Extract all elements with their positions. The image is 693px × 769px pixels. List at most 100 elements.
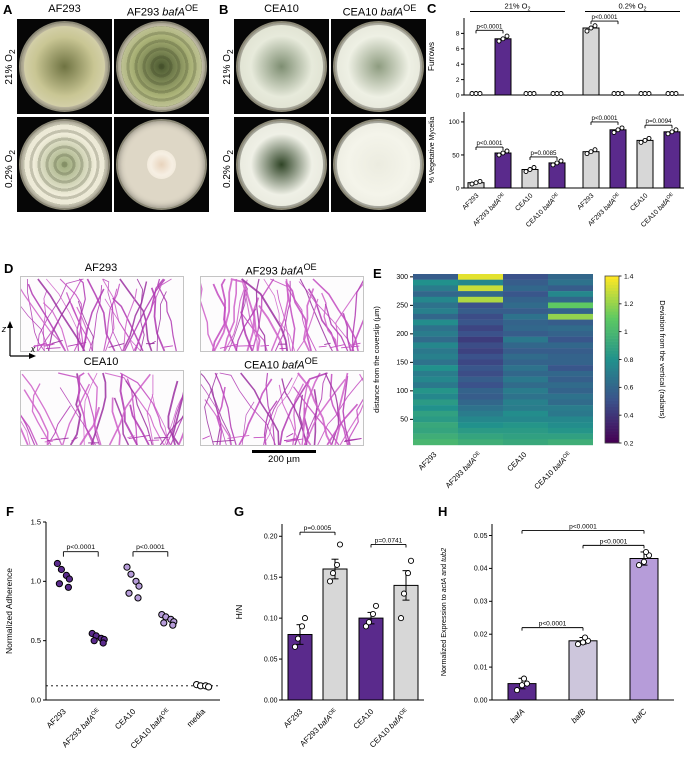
- colorbar-gradient: [605, 440, 619, 444]
- heatmap-cell: [548, 376, 593, 383]
- zx-axes: zx: [1, 321, 36, 359]
- colorbar-gradient: [605, 368, 619, 372]
- data-point: [372, 602, 380, 609]
- heatmap-cell: [458, 388, 503, 394]
- heatmap-cell: [458, 376, 503, 383]
- hypha: [82, 288, 105, 351]
- heatmap-cell: [458, 393, 503, 400]
- z-arrowhead: [7, 321, 13, 328]
- hypha-basal: [349, 342, 361, 346]
- hypha: [79, 406, 101, 445]
- hypha-basal: [108, 343, 125, 348]
- panel-d-title-2: AF293 bafAOE: [245, 262, 317, 278]
- bar: [494, 152, 512, 189]
- heatmap-cell: [503, 274, 548, 280]
- p-value-label: p<0.0001: [136, 544, 165, 551]
- heatmap-cell: [503, 285, 548, 292]
- hypha: [211, 388, 232, 445]
- colorbar-gradient: [605, 293, 619, 298]
- hypha: [223, 278, 238, 351]
- y-tick-label: 0: [456, 92, 460, 99]
- colorbar-gradient: [605, 374, 619, 378]
- y-tick-label: 0.04: [474, 566, 488, 573]
- heatmap-cell: [548, 410, 593, 417]
- data-point: [611, 130, 617, 135]
- panel-c-label: C: [427, 1, 437, 16]
- hypha: [324, 303, 349, 351]
- data-point: [642, 91, 648, 96]
- heatmap-cell: [548, 370, 593, 377]
- heatmap-cell: [413, 439, 458, 446]
- microscopy-image: [20, 276, 184, 352]
- colorbar-gradient: [605, 371, 619, 375]
- heatmap-cell: [503, 353, 548, 360]
- heatmap-cell: [458, 416, 503, 423]
- heatmap-cell: [413, 319, 458, 326]
- petri-photo: [331, 19, 426, 114]
- heatmap-cell: [548, 439, 593, 446]
- heatmap-cell: [503, 325, 548, 332]
- colorbar-gradient: [605, 338, 619, 342]
- y-tick-label: 0.0: [31, 695, 41, 704]
- colorbar-gradient: [605, 392, 619, 396]
- hyphae-render: [201, 372, 363, 445]
- y-tick-label: 0.10: [264, 615, 278, 622]
- hypha: [204, 372, 218, 445]
- p-value-label: p=0.0094: [646, 118, 673, 125]
- colorbar-gradient: [605, 398, 619, 402]
- hypha-basal: [285, 438, 304, 443]
- x-category-label: CEA10: [514, 192, 534, 212]
- data-point: [496, 38, 502, 44]
- colorbar-tick-label: 0.6: [624, 385, 634, 392]
- y-tick-label: 50: [400, 417, 408, 424]
- hypha: [252, 297, 261, 351]
- hypha: [276, 289, 291, 351]
- hypha: [240, 372, 280, 445]
- hypha: [201, 383, 227, 445]
- hypha: [23, 389, 49, 445]
- fungal-colony: [146, 149, 177, 180]
- heatmap-cell: [413, 348, 458, 354]
- petri-dish: [235, 20, 328, 113]
- hypha: [146, 374, 154, 445]
- hypha: [294, 394, 304, 445]
- scatter-point: [90, 637, 98, 645]
- hypha: [224, 279, 248, 351]
- heatmap-cell: [413, 285, 458, 292]
- data-point: [619, 125, 625, 131]
- hypha: [77, 300, 94, 351]
- x-category-label: AF293: [282, 707, 305, 730]
- colorbar-tick-label: 0.8: [624, 357, 634, 364]
- heatmap-cell: [413, 308, 458, 315]
- data-point: [579, 639, 587, 646]
- data-point: [500, 36, 506, 42]
- data-point: [527, 91, 533, 96]
- data-point: [611, 91, 617, 96]
- panel-b-col-title-1: CEA10: [264, 3, 299, 15]
- hypha-basal: [202, 435, 211, 440]
- hypha: [151, 394, 169, 445]
- heatmap-cell: [413, 296, 458, 303]
- hypha: [270, 278, 289, 351]
- heatmap-cell: [548, 348, 593, 354]
- heatmap-cell: [503, 331, 548, 337]
- scatter-point: [57, 565, 66, 574]
- hypha: [104, 372, 165, 445]
- data-point: [531, 165, 537, 170]
- colorbar-gradient: [605, 290, 619, 295]
- hypha: [302, 288, 315, 351]
- fungal-colony: [23, 25, 106, 108]
- p-value-label: p<0.0001: [569, 524, 597, 531]
- colorbar-gradient: [605, 296, 619, 301]
- y-tick-label: 0.20: [264, 534, 278, 541]
- petri-dish: [235, 118, 328, 211]
- heatmap-cell: [503, 427, 548, 434]
- y-tick-label: 1.0: [31, 577, 41, 586]
- data-point: [477, 178, 483, 184]
- heatmap-cell: [458, 279, 503, 286]
- hypha: [42, 302, 69, 351]
- hypha-basal: [67, 341, 87, 347]
- hypha-basal: [260, 344, 270, 347]
- heatmap-cell: [458, 313, 503, 320]
- heatmap-cell: [458, 353, 503, 360]
